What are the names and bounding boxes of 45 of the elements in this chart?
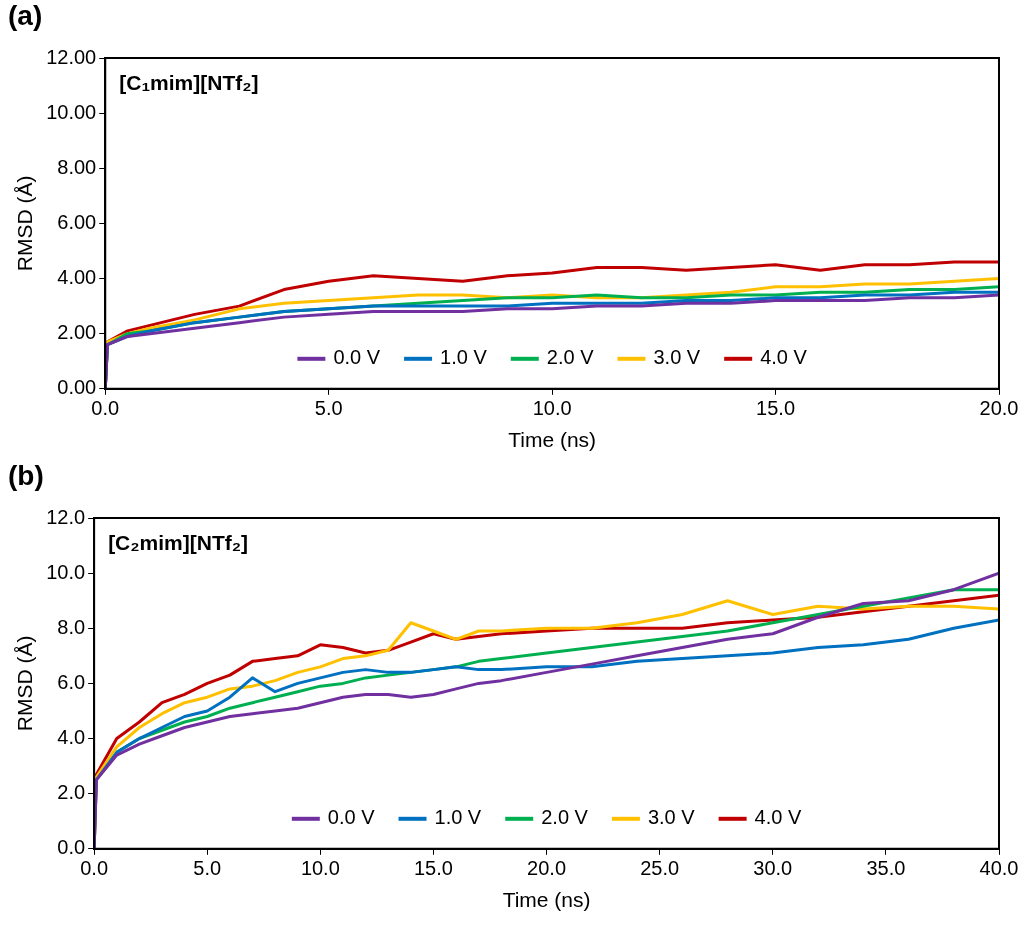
x-axis-title: Time (ns) — [502, 888, 591, 912]
legend-label: 0.0 V — [333, 346, 381, 369]
y-tick-label: 2.00 — [57, 321, 97, 344]
legend-label: 0.0 V — [327, 806, 376, 829]
y-tick-label: 2.0 — [57, 781, 86, 804]
x-tick-label: 5.0 — [193, 857, 222, 880]
x-tick-label: 10.0 — [532, 397, 572, 420]
annotation: [C₁mim][NTf₂] — [119, 71, 259, 95]
y-tick-label: 6.00 — [57, 210, 97, 233]
y-tick-label: 0.0 — [57, 836, 86, 859]
legend-label: 2.0 V — [546, 346, 595, 369]
x-tick-label: 5.0 — [314, 397, 343, 420]
legend-label: 3.0 V — [647, 806, 696, 829]
y-tick-label: 8.0 — [57, 615, 86, 638]
chart-title: (a) — [8, 0, 43, 32]
chart-title: (b) — [8, 460, 44, 492]
legend-label: 2.0 V — [541, 806, 589, 829]
x-tick-label: 40.0 — [979, 857, 1019, 880]
y-tick-label: 6.0 — [57, 670, 86, 693]
x-tick-label: 25.0 — [640, 857, 680, 880]
y-tick-label: 4.0 — [57, 726, 86, 749]
y-tick-label: 0.00 — [57, 376, 97, 399]
x-tick-label: 15.0 — [413, 857, 453, 880]
legend-label: 4.0 V — [760, 346, 808, 369]
x-tick-label: 30.0 — [753, 857, 793, 880]
y-tick-label: 10.00 — [46, 100, 97, 123]
y-tick-label: 8.00 — [57, 155, 97, 178]
x-tick-label: 20.0 — [527, 857, 567, 880]
x-tick-label: 20.0 — [979, 397, 1019, 420]
x-axis-title: Time (ns) — [508, 428, 597, 452]
x-tick-label: 15.0 — [756, 397, 796, 420]
x-tick-label: 35.0 — [866, 857, 906, 880]
annotation: [C₂mim][NTf₂] — [108, 531, 249, 555]
legend-label: 4.0 V — [754, 806, 802, 829]
y-axis-title: RMSD (Å) — [13, 175, 37, 272]
legend-label: 1.0 V — [434, 806, 482, 829]
x-tick-label: 10.0 — [300, 857, 340, 880]
y-tick-label: 4.00 — [57, 266, 97, 289]
x-tick-label: 0.0 — [91, 397, 120, 420]
y-tick-label: 12.00 — [46, 45, 97, 68]
y-tick-label: 10.0 — [46, 560, 86, 583]
y-tick-label: 12.0 — [46, 505, 86, 528]
legend-label: 1.0 V — [440, 346, 488, 369]
y-axis-title: RMSD (Å) — [13, 635, 37, 732]
legend-label: 3.0 V — [653, 346, 701, 369]
